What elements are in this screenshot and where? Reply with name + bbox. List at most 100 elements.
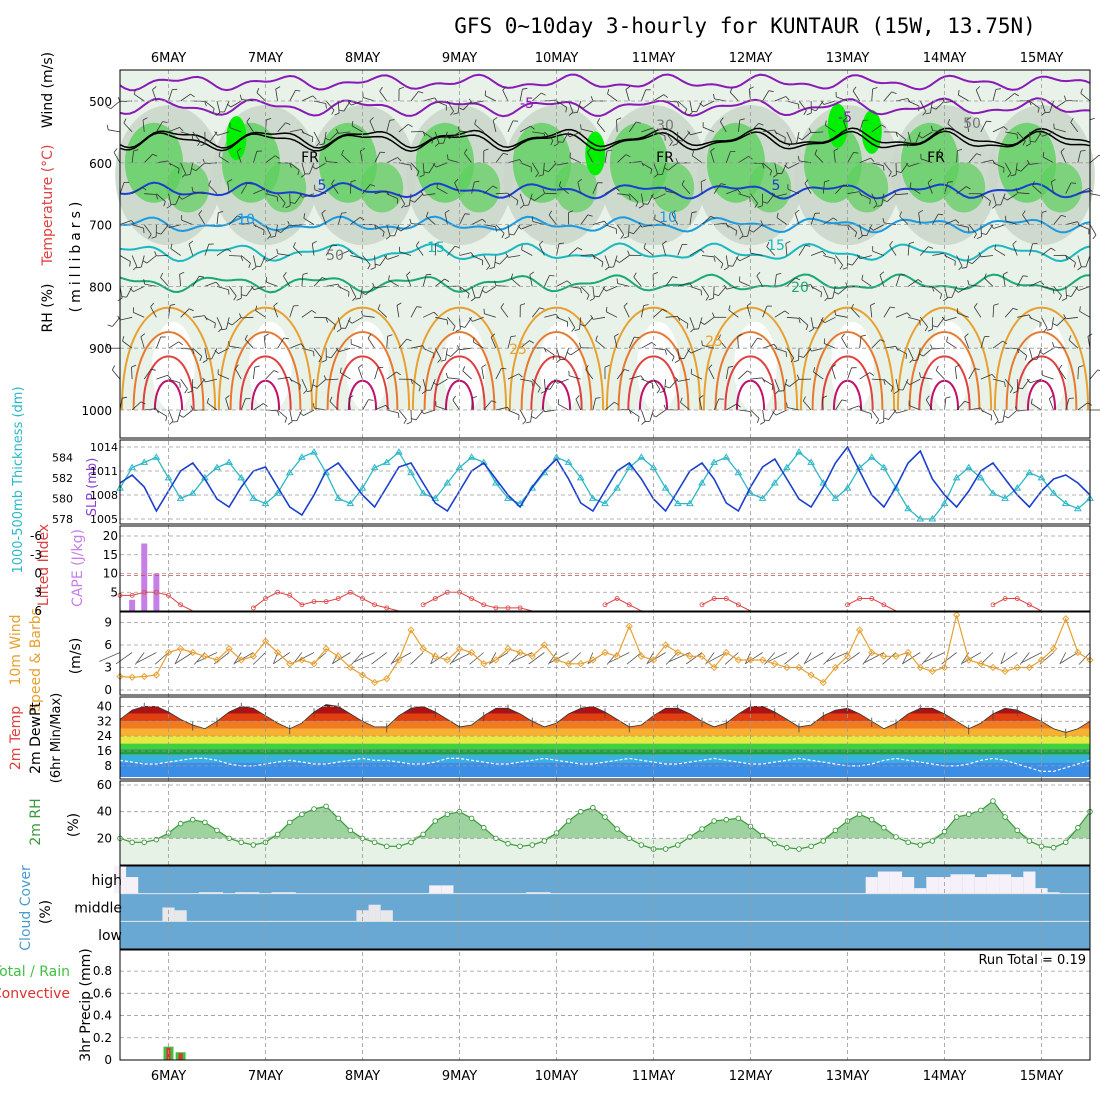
upper-wind-barb-feather — [112, 366, 114, 370]
upper-contour-label: FR — [927, 150, 945, 166]
wind-ytick-label: 0 — [104, 683, 112, 697]
cloud-high-bar — [975, 877, 987, 894]
rh2m-ylabel: 2m RH — [28, 798, 44, 845]
cloud-mid-bar — [369, 905, 381, 922]
wind10-barb — [922, 653, 933, 665]
temp2m-ylabel-c: (6hr Min/Max) — [49, 693, 64, 783]
rh-band-green — [458, 163, 501, 213]
date-label-bottom: 11MAY — [632, 1069, 676, 1084]
date-label-top: 6MAY — [151, 51, 186, 66]
upper-contour-label: -5 — [838, 110, 852, 126]
rh2m-point — [372, 840, 377, 845]
wind10-ylabel-a: 10m Wind — [8, 614, 24, 685]
upper-wind-barb-feather — [314, 351, 315, 356]
date-label-bottom: 15MAY — [1020, 1069, 1064, 1084]
rh-band-green — [943, 163, 986, 213]
rh2m-point — [336, 816, 341, 821]
upper-contour-label: 30 — [656, 118, 674, 134]
precip-ytick-label: 0.8 — [93, 964, 112, 978]
upper-contour-label: 50 — [326, 248, 344, 264]
rh2m-point — [615, 827, 620, 832]
upper-wind-barb-feather — [501, 368, 506, 369]
wind10-barb — [706, 653, 715, 665]
upper-wind-barb — [112, 317, 120, 326]
precip-ylabel-c: 3hr Precip (mm) — [78, 948, 94, 1061]
cloud-level-label: high — [91, 873, 122, 889]
lifted-index-line — [423, 592, 532, 611]
rh2m-point — [785, 845, 790, 850]
chart-title: GFS 0~10day 3-hourly for KUNTAUR (15W, 1… — [454, 14, 1036, 38]
rh-band-green — [167, 163, 210, 213]
rh2m-point — [518, 844, 523, 849]
rh2m-point — [251, 843, 256, 848]
cape-ytick-label: 5 — [110, 585, 118, 599]
cloud-high-bar — [1011, 877, 1023, 894]
rh2m-point — [869, 817, 874, 822]
upper-ylabel-wind: Wind (m/s) — [40, 52, 56, 128]
rh2m-point — [857, 812, 862, 817]
upper-wind-barb-feather — [485, 91, 486, 96]
cloud-high-bar — [866, 877, 878, 894]
slp-ytick-label: 1008 — [90, 489, 118, 502]
wind10-barb — [411, 653, 424, 665]
wind10-ylabel-b: Speed & Barbs — [28, 608, 44, 712]
upper-wind-barb — [1090, 225, 1096, 235]
rh2m-point — [384, 844, 389, 849]
rh2m-point — [421, 832, 426, 837]
upper-ylabel-millibars: (millibars) — [68, 198, 84, 313]
rh2m-point — [918, 843, 923, 848]
upper-contour-label: -5 — [520, 96, 534, 112]
rh2m-point — [469, 816, 474, 821]
rh-band-green — [264, 163, 307, 213]
upper-ytick-label: 700 — [89, 219, 112, 233]
upper-contour-label: 5 — [318, 178, 327, 194]
rh2m-point — [433, 819, 438, 824]
rh2m-point — [1051, 845, 1056, 850]
wind-ytick-label: 6 — [104, 638, 112, 652]
upper-contour-label: 10 — [237, 212, 255, 228]
cloud-ylabel: Cloud Cover — [18, 865, 34, 951]
li-ytick-label: -3 — [30, 548, 42, 562]
temp2m-ylabel-a: 2m Temp — [8, 706, 24, 770]
upper-wind-barb-feather — [1093, 235, 1096, 239]
precip-ytick-label: 0 — [104, 1053, 112, 1067]
li-ytick-label: 3 — [34, 585, 42, 599]
upper-wind-barb-feather — [114, 149, 117, 153]
temp2m-ylabel-b: 2m DewPt — [28, 702, 44, 774]
wind10-barb — [452, 653, 472, 663]
wind10-barb — [784, 653, 799, 665]
upper-wind-barb-feather — [728, 266, 733, 267]
cape-bar — [141, 544, 147, 612]
precip-run-total: Run Total = 0.19 — [978, 953, 1086, 968]
wind10-barb — [627, 653, 641, 665]
rh2m-point — [324, 804, 329, 809]
rh2m-point — [1027, 839, 1032, 844]
rh2m-point — [275, 832, 280, 837]
thickness-ytick-label: 584 — [52, 451, 73, 464]
rh2m-point — [312, 807, 317, 812]
rh2m-ytick-label: 40 — [97, 805, 112, 819]
upper-wind-barb-feather — [1033, 243, 1038, 244]
rh2m-point — [239, 840, 244, 845]
cloud-level-label: low — [98, 928, 122, 944]
rh2m-point — [591, 805, 596, 810]
cloud-high-bar — [1023, 872, 1035, 894]
upper-contour-label: 25 — [705, 334, 723, 350]
upper-wind-barb-feather — [108, 325, 113, 327]
upper-wind-barb-feather — [107, 125, 108, 130]
rh2m-point — [300, 812, 305, 817]
upper-ytick-label: 900 — [89, 342, 112, 356]
rh2m-point — [506, 841, 511, 846]
upper-wind-barb-feather — [426, 274, 431, 275]
slp-ytick-label: 1005 — [90, 513, 118, 526]
rh2m-unit: (%) — [66, 813, 82, 837]
rh2m-point — [445, 812, 450, 817]
lifted-index-line — [253, 592, 399, 611]
upper-wind-barb-feather — [799, 104, 800, 109]
upper-ytick-label: 1000 — [81, 404, 112, 418]
rh2m-point — [1015, 828, 1020, 833]
date-label-top: 13MAY — [826, 51, 870, 66]
rh2m-point — [530, 843, 535, 848]
precip-ylabel-b: Convective — [0, 986, 70, 1002]
rh2m-point — [190, 817, 195, 822]
